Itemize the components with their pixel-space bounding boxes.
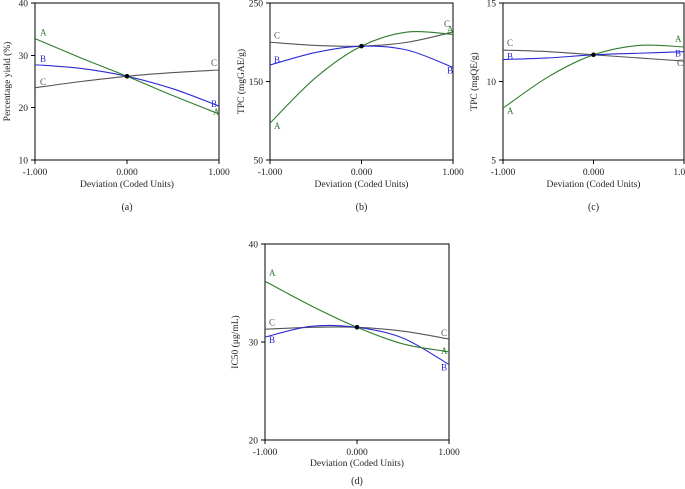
series-end-label-c: C — [444, 19, 450, 29]
x-axis-title: Deviation (Coded Units) — [315, 179, 409, 190]
series-start-label-c: C — [274, 30, 280, 40]
y-tick-label: 20 — [19, 104, 29, 114]
panel-label: (b) — [356, 202, 368, 213]
plot-frame — [34, 2, 220, 161]
x-tick-label: 0.000 — [116, 168, 138, 178]
y-tick-label: 15 — [487, 0, 497, 10]
series-start-label-a: A — [40, 28, 47, 38]
center-point — [359, 43, 364, 49]
x-tick-label: -1.000 — [23, 168, 48, 178]
series-start-label-a: A — [274, 121, 281, 131]
series-end-label-a: A — [447, 24, 454, 34]
y-tick-label: 40 — [249, 241, 259, 251]
series-start-label-a: A — [269, 268, 276, 278]
series-line-c — [34, 69, 220, 89]
center-point — [354, 325, 360, 330]
series-end-label-c: C — [441, 328, 447, 338]
y-tick-label: 30 — [249, 339, 259, 349]
series-start-label-b: B — [40, 54, 46, 64]
x-axis-title: Deviation (Coded Units) — [547, 179, 641, 190]
series-line-a — [264, 280, 450, 353]
x-tick-label: 0.000 — [346, 448, 368, 458]
panel-label: (c) — [588, 202, 599, 213]
plot-frame — [264, 243, 450, 441]
series-end-label-b: B — [441, 363, 447, 373]
chart-panel-d: 20 30 40 -1.000 0.000 1.000 Deviation (Coded U… — [230, 241, 460, 488]
y-axis-title: IC50 (μg/mL) — [230, 315, 241, 368]
series-end-label-c: C — [677, 58, 683, 68]
x-tick-label: -1.000 — [258, 168, 283, 178]
x-tick-label: 1.000 — [208, 168, 230, 178]
x-axis-title: Deviation (Coded Units) — [310, 458, 404, 469]
x-tick-label: -1.000 — [253, 448, 278, 458]
y-tick-label: 10 — [19, 157, 29, 167]
x-axis-title: Deviation (Coded Units) — [80, 179, 174, 190]
y-tick-label: 5 — [491, 157, 496, 167]
series-end-label-c: C — [211, 58, 217, 68]
y-axis-title: Percentage yield (%) — [2, 42, 13, 122]
chart-panel-a: 10 20 30 40 -1.000 0.000 1.000 Deviation (Coded… — [2, 0, 230, 213]
series-end-label-a: A — [441, 346, 448, 356]
x-tick-label: 0.000 — [351, 168, 373, 178]
x-tick-label: 1.000 — [438, 448, 460, 458]
center-point — [591, 52, 596, 58]
series-end-label-b: B — [211, 99, 217, 109]
series-end-label-a: A — [213, 107, 220, 117]
chart-panel-c: 5 10 15 -1.000 0.000 1.000 Deviation (Coded Un… — [469, 0, 685, 213]
series-start-label-c: C — [507, 38, 513, 48]
y-tick-label: 250 — [249, 0, 264, 10]
x-tick-label: 0.000 — [583, 168, 605, 178]
y-tick-label: 50 — [254, 157, 264, 167]
series-start-label-b: B — [507, 52, 513, 62]
y-tick-label: 20 — [249, 437, 259, 447]
series-start-label-b: B — [269, 335, 275, 345]
y-tick-label: 150 — [249, 78, 264, 88]
x-tick-label: 1.000 — [442, 168, 464, 178]
series-end-label-a: A — [675, 34, 682, 44]
plot-frame — [269, 2, 454, 161]
x-tick-label: -1.000 — [491, 168, 516, 178]
series-line-b — [264, 324, 450, 366]
y-tick-label: 10 — [487, 78, 497, 88]
series-start-label-c: C — [269, 317, 275, 327]
series-start-label-a: A — [507, 106, 514, 116]
series-end-label-b: B — [447, 65, 453, 75]
center-point — [124, 73, 130, 79]
series-end-label-b: B — [675, 49, 681, 59]
series-line-b — [269, 45, 454, 68]
series-start-label-b: B — [274, 55, 280, 65]
panel-label: (d) — [351, 476, 363, 487]
y-axis-title: TPC (mgQE/g) — [469, 52, 480, 110]
x-tick-label: 1.000 — [673, 168, 685, 178]
plot-frame — [502, 2, 685, 161]
y-axis-title: TPC (mgGAE/g) — [236, 49, 247, 114]
series-start-label-c: C — [40, 77, 46, 87]
y-tick-label: 40 — [19, 0, 29, 10]
panel-label: (a) — [121, 202, 132, 213]
chart-panel-b: 50 150 250 -1.000 0.000 1.000 Deviation (Coded… — [236, 0, 464, 213]
y-tick-label: 30 — [19, 52, 29, 62]
